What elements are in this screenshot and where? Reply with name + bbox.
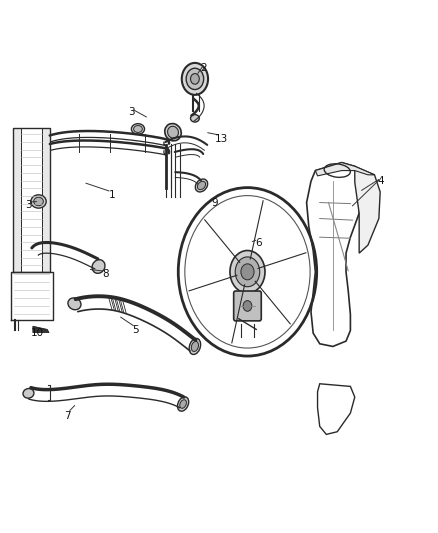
Ellipse shape — [191, 115, 199, 122]
Ellipse shape — [31, 195, 46, 208]
Ellipse shape — [23, 389, 34, 398]
Circle shape — [182, 63, 208, 95]
Ellipse shape — [165, 124, 181, 141]
Ellipse shape — [180, 400, 187, 408]
Polygon shape — [33, 326, 49, 333]
Ellipse shape — [168, 126, 178, 138]
Text: 2: 2 — [200, 63, 207, 73]
Text: 10: 10 — [31, 328, 44, 338]
Ellipse shape — [68, 298, 81, 310]
Text: 8: 8 — [102, 270, 109, 279]
Circle shape — [241, 264, 254, 280]
Ellipse shape — [92, 260, 105, 273]
Ellipse shape — [191, 342, 198, 351]
Ellipse shape — [195, 179, 208, 192]
Circle shape — [186, 68, 204, 90]
Circle shape — [243, 301, 252, 311]
Ellipse shape — [198, 181, 205, 190]
Text: 9: 9 — [211, 198, 218, 207]
Text: 4: 4 — [378, 176, 385, 186]
Text: 13: 13 — [215, 134, 228, 143]
Circle shape — [230, 251, 265, 293]
Text: 3: 3 — [128, 107, 135, 117]
Ellipse shape — [131, 124, 145, 134]
Circle shape — [191, 74, 199, 84]
Text: 3: 3 — [25, 200, 32, 210]
Ellipse shape — [134, 126, 142, 132]
Ellipse shape — [189, 338, 201, 354]
Text: 7: 7 — [64, 411, 71, 421]
Polygon shape — [315, 163, 374, 176]
Polygon shape — [355, 166, 380, 253]
FancyBboxPatch shape — [234, 291, 261, 321]
Text: 1: 1 — [108, 190, 115, 199]
Text: 5: 5 — [132, 326, 139, 335]
Text: 6: 6 — [255, 238, 262, 247]
Bar — [13, 128, 21, 272]
Ellipse shape — [177, 397, 189, 411]
Circle shape — [235, 257, 260, 287]
Bar — [42, 128, 50, 272]
Ellipse shape — [34, 197, 43, 206]
